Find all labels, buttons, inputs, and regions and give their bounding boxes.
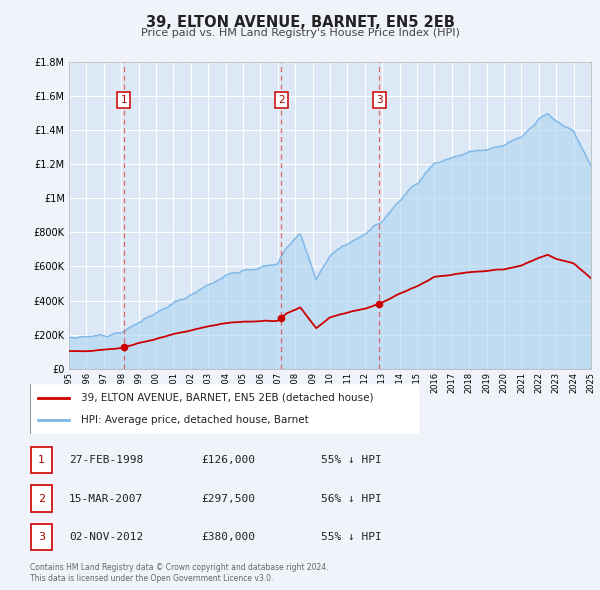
Text: 39, ELTON AVENUE, BARNET, EN5 2EB (detached house): 39, ELTON AVENUE, BARNET, EN5 2EB (detac… — [81, 392, 373, 402]
Text: 2: 2 — [38, 494, 45, 503]
Text: 56% ↓ HPI: 56% ↓ HPI — [321, 494, 382, 503]
Text: 2: 2 — [278, 96, 284, 105]
Text: £126,000: £126,000 — [201, 455, 255, 465]
FancyBboxPatch shape — [31, 524, 52, 550]
Text: 3: 3 — [376, 96, 383, 105]
Text: This data is licensed under the Open Government Licence v3.0.: This data is licensed under the Open Gov… — [30, 574, 274, 583]
FancyBboxPatch shape — [31, 447, 52, 473]
Text: 02-NOV-2012: 02-NOV-2012 — [69, 532, 143, 542]
FancyBboxPatch shape — [30, 384, 420, 434]
Text: 1: 1 — [121, 96, 127, 105]
Text: £380,000: £380,000 — [201, 532, 255, 542]
Text: HPI: Average price, detached house, Barnet: HPI: Average price, detached house, Barn… — [81, 415, 308, 425]
Text: 3: 3 — [38, 532, 45, 542]
Text: £297,500: £297,500 — [201, 494, 255, 503]
Text: 27-FEB-1998: 27-FEB-1998 — [69, 455, 143, 465]
Text: 55% ↓ HPI: 55% ↓ HPI — [321, 532, 382, 542]
FancyBboxPatch shape — [31, 485, 52, 512]
Text: Contains HM Land Registry data © Crown copyright and database right 2024.: Contains HM Land Registry data © Crown c… — [30, 563, 329, 572]
Text: 39, ELTON AVENUE, BARNET, EN5 2EB: 39, ELTON AVENUE, BARNET, EN5 2EB — [146, 15, 454, 30]
Text: 15-MAR-2007: 15-MAR-2007 — [69, 494, 143, 503]
Text: 55% ↓ HPI: 55% ↓ HPI — [321, 455, 382, 465]
Text: Price paid vs. HM Land Registry's House Price Index (HPI): Price paid vs. HM Land Registry's House … — [140, 28, 460, 38]
Text: 1: 1 — [38, 455, 45, 465]
